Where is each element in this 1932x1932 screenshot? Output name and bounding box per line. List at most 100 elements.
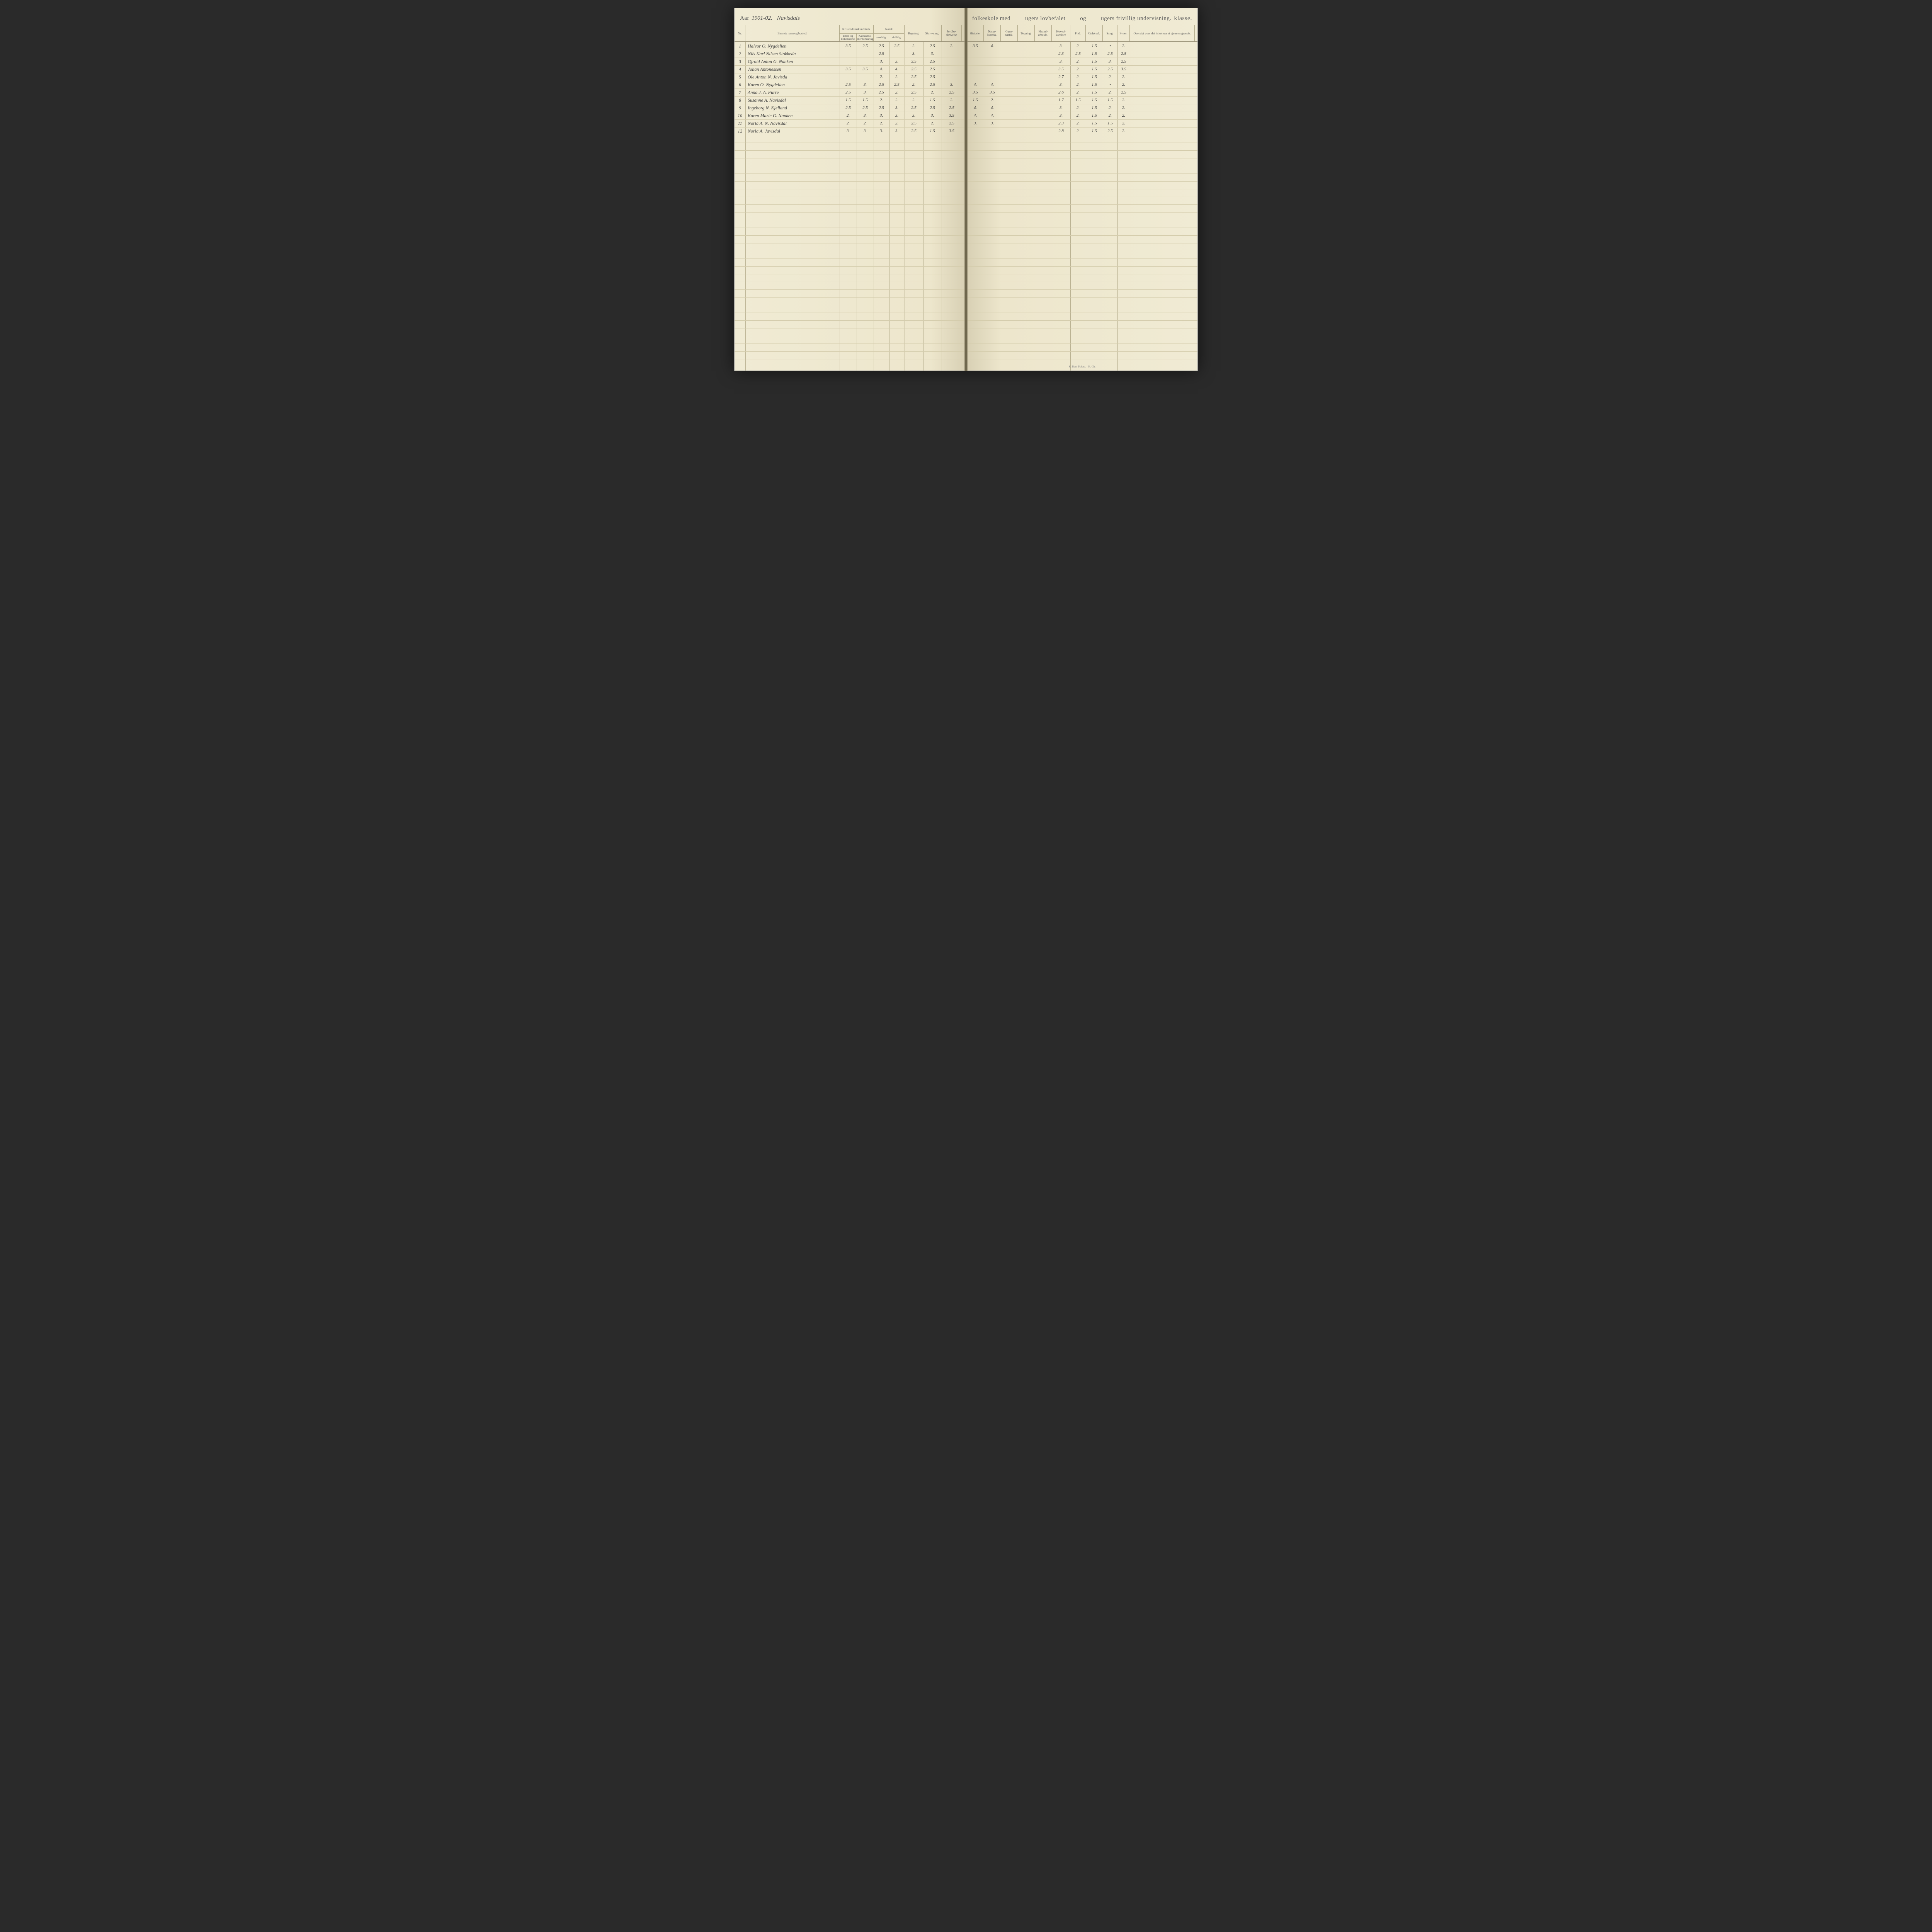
- col-krist-top: Kristendomskundskab.: [840, 25, 873, 34]
- cell-skr: 2.5: [923, 44, 942, 48]
- table-row: 2.82.1.52.52.: [967, 127, 1197, 135]
- cell-opf: 1.5: [1086, 82, 1103, 87]
- cell-reg: 2.: [905, 82, 923, 87]
- cell-n1: 2.5: [874, 105, 889, 110]
- cell-opf: 1.5: [1086, 105, 1103, 110]
- cell-sang: 2.: [1103, 113, 1117, 118]
- cell-n2: 3.: [889, 59, 905, 64]
- cell-k2: 2.: [857, 121, 874, 126]
- cell-hoved: 2.3: [1052, 121, 1070, 126]
- col-krist-b: Katekismus eller forklaring: [857, 34, 873, 42]
- header-ugers1: ugers lovbefalet: [1025, 15, 1065, 22]
- cell-name: Gjrold Anton G. Nanken: [745, 59, 840, 65]
- table-row: 4Johan Antonessen3.53.54.4.2.52.5: [735, 65, 965, 73]
- cell-k2: 3.: [857, 82, 874, 87]
- school-name: Navisdals: [777, 15, 800, 22]
- cell-sang: 2.: [1103, 90, 1117, 95]
- cell-name: Halvor O. Nygdelien: [745, 43, 840, 49]
- cell-n1: 3.: [874, 113, 889, 118]
- cell-n1: 2.: [874, 75, 889, 79]
- cell-flid: 2.: [1070, 113, 1086, 118]
- cell-reg: 3.5: [905, 59, 923, 64]
- col-tegning: Tegning.: [1018, 25, 1035, 41]
- cell-reg: 2.5: [905, 129, 923, 133]
- cell-n2: 2.: [889, 121, 905, 126]
- col-norsk-a: mundtlig.: [874, 34, 889, 42]
- cell-sang: 2.5: [1103, 67, 1117, 71]
- cell-opf: 1.5: [1086, 67, 1103, 71]
- cell-k2: 1.5: [857, 98, 874, 102]
- cell-flid: 2.: [1070, 82, 1086, 87]
- cell-flid: 2.5: [1070, 51, 1086, 56]
- cell-reg: 2.5: [905, 75, 923, 79]
- col-nr: Nr.: [735, 25, 745, 41]
- cell-fvr: 2.: [1117, 105, 1130, 110]
- cell-k1: 2.5: [840, 90, 857, 95]
- col-norsk-top: Norsk: [874, 25, 904, 34]
- col-opforsel: Opførsel.: [1086, 25, 1103, 41]
- cell-hist: 3.5: [967, 44, 984, 48]
- cell-n2: 3.: [889, 105, 905, 110]
- table-row: 10Karen Marie G. Nanken2.3.3.3.3.3.3.5: [735, 112, 965, 119]
- cell-n2: 2.5: [889, 44, 905, 48]
- cell-fvr: 2.5: [1117, 51, 1130, 56]
- table-row: 2Nils Karl Nilsen Stokkeda2.53.3.: [735, 50, 965, 58]
- cell-k2: 3.: [857, 113, 874, 118]
- table-row: 3Gjrold Anton G. Nanken3.3.3.52.5: [735, 58, 965, 65]
- table-row: 4.4.3.2.1.5•2.: [967, 81, 1197, 88]
- cell-jord: 2.: [942, 44, 962, 48]
- cell-nr: 12: [735, 128, 745, 134]
- cell-k2: 3.: [857, 90, 874, 95]
- cell-hoved: 2.7: [1052, 75, 1070, 79]
- cell-jord: 3.: [942, 82, 962, 87]
- cell-flid: 2.: [1070, 75, 1086, 79]
- cell-k1: 2.5: [840, 105, 857, 110]
- cell-sang: 3.: [1103, 59, 1117, 64]
- cell-hist: 4.: [967, 113, 984, 118]
- cell-n1: 2.5: [874, 51, 889, 56]
- cell-jord: 2.5: [942, 121, 962, 126]
- header-og: og: [1080, 15, 1086, 22]
- cell-opf: 1.5: [1086, 59, 1103, 64]
- cell-hoved: 2.3: [1052, 51, 1070, 56]
- col-oversigt: Oversigt over det i skoleaaret gjennemga…: [1130, 25, 1195, 41]
- cell-name: Ole Anton N. Javisda: [745, 74, 840, 80]
- col-norsk: Norsk mundtlig. skriftlig.: [874, 25, 905, 41]
- cell-k1: 3.: [840, 129, 857, 133]
- cell-sang: 1.5: [1103, 121, 1117, 126]
- table-row: 9Ingeborg N. Kjelland2.52.52.53.2.52.52.…: [735, 104, 965, 112]
- page-right: folkeskole med ugers lovbefalet og ugers…: [966, 8, 1198, 371]
- cell-n1: 3.: [874, 129, 889, 133]
- cell-n1: 4.: [874, 67, 889, 71]
- cell-name: Norla A. N. Navisdal: [745, 121, 840, 126]
- cell-n1: 2.: [874, 98, 889, 102]
- cell-n2: 2.: [889, 98, 905, 102]
- cell-sang: •: [1103, 44, 1117, 48]
- col-skrivning: Skriv-ning.: [923, 25, 942, 41]
- cell-nat: 4.: [984, 82, 1001, 87]
- cell-sang: 2.: [1103, 105, 1117, 110]
- table-row: 11Norla A. N. Navisdal2.2.2.2.2.52.2.5: [735, 119, 965, 127]
- cell-opf: 1.5: [1086, 98, 1103, 102]
- col-regning: Regning.: [905, 25, 923, 41]
- header-left: Aar 1901-02. Navisdals: [735, 8, 965, 25]
- cell-nr: 5: [735, 74, 745, 80]
- table-row: 12Norla A. Javisdal3.3.3.3.2.51.53.5: [735, 127, 965, 135]
- col-historie: Historie.: [967, 25, 984, 41]
- col-natur: Natur-kundsk.: [984, 25, 1001, 41]
- cell-k1: 1.5: [840, 98, 857, 102]
- table-row: 5Ole Anton N. Javisda2.2.2.52.5: [735, 73, 965, 81]
- col-barnets: Barnets navn og bosted.: [745, 25, 840, 41]
- cell-k1: 2.: [840, 113, 857, 118]
- cell-opf: 1.5: [1086, 113, 1103, 118]
- cell-name: Ingeborg N. Kjelland: [745, 105, 840, 111]
- cell-opf: 1.5: [1086, 129, 1103, 133]
- cell-nr: 10: [735, 113, 745, 119]
- col-gym: Gym-nastik.: [1001, 25, 1018, 41]
- col-norsk-b: skriftlig.: [889, 34, 904, 42]
- cell-name: Anna J. A. Furre: [745, 90, 840, 95]
- cell-nat: 4.: [984, 105, 1001, 110]
- cell-sang: 2.5: [1103, 51, 1117, 56]
- cell-jord: 2.5: [942, 105, 962, 110]
- cell-opf: 1.5: [1086, 51, 1103, 56]
